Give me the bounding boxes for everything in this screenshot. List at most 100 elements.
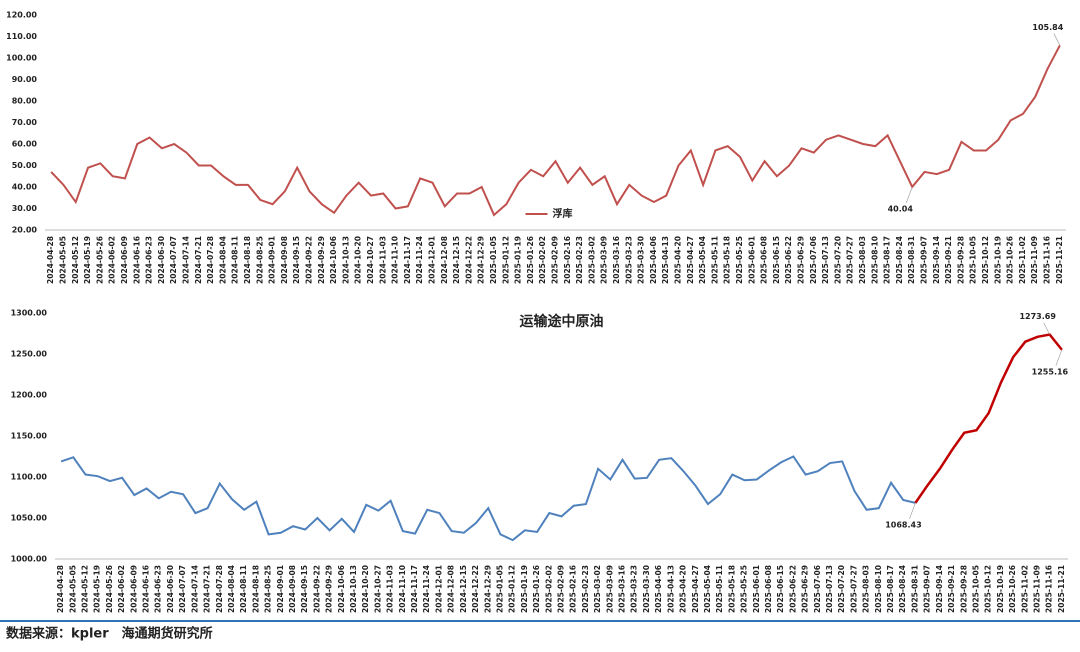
- x-tick-label: 2024-07-14: [181, 236, 190, 284]
- x-tick-label: 2024-04-28: [46, 236, 55, 284]
- data-label: 1068.43: [885, 520, 921, 529]
- data-label: 1273.69: [1019, 312, 1056, 321]
- label-leader: [905, 186, 913, 204]
- x-tick-label: 2025-04-06: [654, 565, 663, 613]
- x-tick-label: 2025-09-21: [944, 236, 953, 284]
- y-tick-label: 40.00: [12, 183, 38, 192]
- x-tick-label: 2024-08-04: [218, 236, 227, 284]
- x-tick-label: 2025-09-14: [932, 236, 941, 284]
- x-tick-label: 2024-08-11: [239, 565, 248, 613]
- x-tick-label: 2025-11-09: [1030, 236, 1039, 284]
- x-tick-label: 2025-01-12: [508, 565, 517, 613]
- x-tick-label: 2024-06-02: [108, 236, 117, 284]
- x-tick-label: 2025-04-20: [674, 236, 683, 284]
- x-tick-label: 2025-07-27: [849, 565, 858, 613]
- x-tick-label: 2024-06-02: [117, 565, 126, 613]
- x-tick-label: 2024-09-15: [300, 565, 309, 613]
- x-tick-label: 2025-04-27: [686, 236, 695, 284]
- x-tick-label: 2025-03-02: [593, 565, 602, 613]
- x-tick-label: 2024-05-05: [68, 565, 77, 613]
- x-tick-label: 2024-07-14: [190, 565, 199, 613]
- y-tick-label: 100.00: [6, 54, 37, 63]
- x-tick-label: 2025-11-02: [1020, 565, 1029, 613]
- y-tick-label: 1300.00: [11, 309, 48, 318]
- x-tick-label: 2025-06-29: [801, 565, 810, 613]
- x-tick-label: 2024-10-20: [361, 565, 370, 613]
- x-tick-label: 2024-05-12: [71, 236, 80, 284]
- x-tick-label: 2025-02-09: [551, 236, 560, 284]
- x-tick-label: 2025-08-24: [895, 236, 904, 284]
- x-tick-label: 2025-08-10: [870, 236, 879, 284]
- x-tick-label: 2025-06-15: [772, 236, 781, 284]
- x-tick-label: 2025-01-19: [520, 565, 529, 613]
- y-tick-label: 1100.00: [11, 473, 48, 482]
- x-tick-label: 2025-09-28: [959, 565, 968, 613]
- x-tick-label: 2025-07-20: [837, 565, 846, 613]
- x-tick-label: 2025-09-07: [923, 565, 932, 613]
- y-tick-label: 60.00: [12, 140, 38, 149]
- x-tick-label: 2024-06-23: [154, 565, 163, 613]
- chart-title: 运输途中原油: [520, 313, 604, 330]
- x-tick-label: 2025-02-16: [569, 565, 578, 613]
- x-tick-label: 2025-10-19: [993, 236, 1002, 284]
- x-tick-label: 2025-02-02: [538, 236, 547, 284]
- x-tick-label: 2025-10-26: [1006, 236, 1015, 284]
- x-tick-label: 2025-08-17: [886, 565, 895, 613]
- x-tick-label: 2025-02-09: [557, 565, 566, 613]
- x-tick-label: 2024-12-01: [434, 565, 443, 613]
- line: [60, 455, 916, 542]
- x-tick-label: 2024-09-29: [325, 565, 334, 613]
- x-tick-label: 2025-11-16: [1045, 565, 1054, 613]
- x-tick-label: 2024-10-27: [373, 565, 382, 613]
- x-tick-label: 2024-07-07: [178, 565, 187, 613]
- y-tick-label: 1050.00: [11, 514, 48, 523]
- x-tick-label: 2025-08-24: [898, 565, 907, 613]
- x-tick-label: 2025-07-13: [821, 236, 830, 284]
- y-tick-label: 80.00: [12, 97, 38, 106]
- x-tick-label: 2025-03-16: [618, 565, 627, 613]
- label-leader: [1053, 33, 1061, 46]
- x-tick-label: 2025-10-12: [981, 236, 990, 284]
- x-tick-label: 2024-09-22: [312, 565, 321, 613]
- x-tick-label: 2025-06-01: [747, 236, 756, 284]
- x-tick-label: 2025-08-03: [858, 236, 867, 284]
- x-tick-label: 2024-10-13: [341, 236, 350, 284]
- source-note: 数据来源：kpler 海通期货研究所: [6, 626, 213, 642]
- x-tick-label: 2025-08-31: [907, 236, 916, 284]
- x-tick-label: 2024-11-17: [410, 565, 419, 613]
- x-tick-label: 2025-11-21: [1057, 565, 1066, 613]
- x-tick-label: 2024-05-26: [95, 236, 104, 284]
- x-tick-label: 2025-11-02: [1018, 236, 1027, 284]
- y-tick-label: 1150.00: [11, 432, 48, 441]
- x-tick-label: 2025-07-20: [833, 236, 842, 284]
- x-tick-label: 2024-05-12: [81, 565, 90, 613]
- line: [50, 44, 1061, 217]
- x-tick-label: 2024-09-08: [288, 565, 297, 613]
- x-tick-label: 2025-01-05: [495, 565, 504, 613]
- x-tick-label: 2025-04-27: [691, 565, 700, 613]
- x-tick-label: 2025-03-30: [637, 236, 646, 284]
- x-tick-label: 2024-07-21: [203, 565, 212, 613]
- x-tick-label: 2025-09-28: [956, 236, 965, 284]
- x-tick-label: 2024-09-29: [317, 236, 326, 284]
- data-label: 1255.16: [1032, 367, 1069, 376]
- x-tick-label: 2025-08-03: [862, 565, 871, 613]
- x-tick-label: 2025-05-25: [735, 236, 744, 284]
- x-tick-label: 2024-12-22: [464, 236, 473, 284]
- x-tick-label: 2024-12-22: [471, 565, 480, 613]
- x-tick-label: 2024-10-06: [329, 236, 338, 284]
- x-tick-label: 2025-02-23: [575, 236, 584, 284]
- x-tick-label: 2024-05-19: [83, 236, 92, 284]
- x-tick-label: 2025-07-27: [846, 236, 855, 284]
- x-tick-label: 2024-06-30: [157, 236, 166, 284]
- x-tick-label: 2025-11-16: [1043, 236, 1052, 284]
- data-label: 40.04: [888, 204, 914, 213]
- x-tick-label: 2024-11-24: [422, 565, 431, 613]
- x-tick-label: 2025-05-11: [715, 565, 724, 613]
- x-tick-label: 2024-06-16: [142, 565, 151, 613]
- x-tick-label: 2024-09-01: [276, 565, 285, 613]
- x-tick-label: 2024-12-15: [452, 236, 461, 284]
- x-tick-label: 2024-10-13: [349, 565, 358, 613]
- label-leader: [1043, 322, 1050, 335]
- x-tick-label: 2024-11-10: [398, 565, 407, 613]
